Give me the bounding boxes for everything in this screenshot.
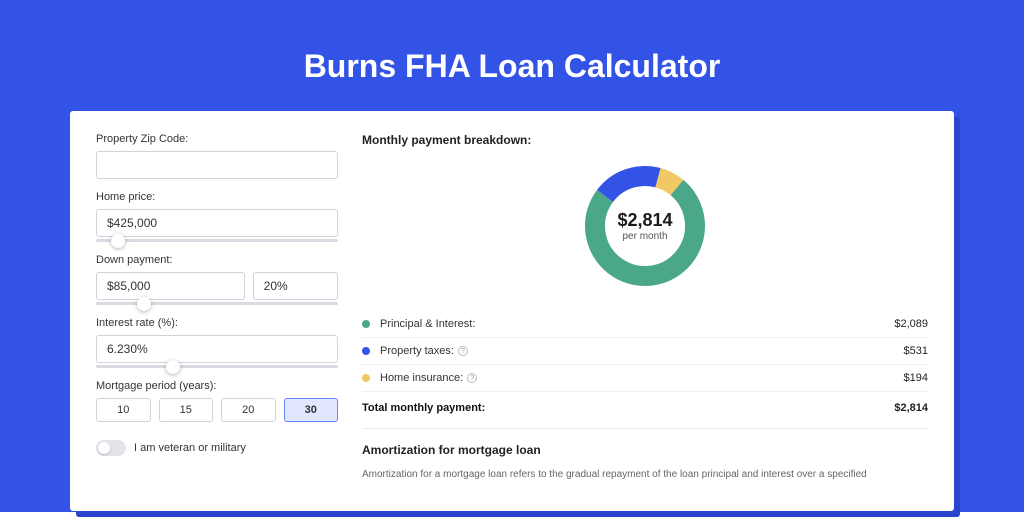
legend-dot	[362, 320, 370, 328]
home-price-slider[interactable]	[96, 239, 338, 242]
zip-label: Property Zip Code:	[96, 133, 338, 145]
interest-input[interactable]	[96, 335, 338, 363]
legend-dot	[362, 347, 370, 355]
breakdown-line-value: $531	[904, 345, 928, 357]
breakdown-line: Property taxes: ?$531	[362, 338, 928, 365]
calculator-panel: Property Zip Code: Home price: Down paym…	[70, 111, 954, 511]
period-buttons: 10 15 20 30	[96, 398, 338, 422]
info-icon[interactable]: ?	[467, 373, 477, 383]
breakdown-title: Monthly payment breakdown:	[362, 133, 928, 147]
down-payment-pct-input[interactable]	[253, 272, 338, 300]
period-btn-20[interactable]: 20	[221, 398, 276, 422]
breakdown-line-value: $194	[904, 372, 928, 384]
breakdown-line-value: $2,089	[894, 318, 928, 330]
donut-value: $2,814	[617, 210, 672, 231]
amortization-text: Amortization for a mortgage loan refers …	[362, 467, 928, 482]
total-row: Total monthly payment: $2,814	[362, 392, 928, 428]
amortization-section: Amortization for mortgage loan Amortizat…	[362, 428, 928, 482]
down-payment-slider-thumb[interactable]	[137, 297, 151, 311]
total-value: $2,814	[894, 402, 928, 414]
interest-group: Interest rate (%):	[96, 317, 338, 368]
down-payment-input[interactable]	[96, 272, 245, 300]
period-btn-30[interactable]: 30	[284, 398, 339, 422]
down-payment-slider[interactable]	[96, 302, 338, 305]
period-label: Mortgage period (years):	[96, 380, 338, 392]
zip-group: Property Zip Code:	[96, 133, 338, 179]
down-payment-label: Down payment:	[96, 254, 338, 266]
donut-sub: per month	[617, 231, 672, 242]
period-btn-10[interactable]: 10	[96, 398, 151, 422]
period-group: Mortgage period (years): 10 15 20 30	[96, 380, 338, 422]
donut-center: $2,814 per month	[617, 210, 672, 242]
page-title: Burns FHA Loan Calculator	[304, 48, 721, 85]
info-icon[interactable]: ?	[458, 346, 468, 356]
panel-wrap: Property Zip Code: Home price: Down paym…	[70, 111, 954, 511]
down-payment-group: Down payment:	[96, 254, 338, 305]
period-btn-15[interactable]: 15	[159, 398, 214, 422]
breakdown-line: Home insurance: ?$194	[362, 365, 928, 392]
interest-label: Interest rate (%):	[96, 317, 338, 329]
breakdown-lines: Principal & Interest:$2,089Property taxe…	[362, 311, 928, 392]
amortization-title: Amortization for mortgage loan	[362, 443, 928, 457]
breakdown-line-label: Property taxes: ?	[380, 345, 904, 357]
zip-input[interactable]	[96, 151, 338, 179]
outer-container: Burns FHA Loan Calculator Property Zip C…	[0, 0, 1024, 512]
breakdown-line-label: Principal & Interest:	[380, 318, 894, 330]
home-price-group: Home price:	[96, 191, 338, 242]
veteran-toggle-knob	[98, 442, 110, 454]
donut-seg-taxes	[605, 176, 658, 196]
donut-seg-insurance	[658, 178, 677, 188]
veteran-row: I am veteran or military	[96, 440, 338, 456]
home-price-slider-thumb[interactable]	[111, 234, 125, 248]
veteran-label: I am veteran or military	[134, 442, 246, 454]
donut-chart: $2,814 per month	[580, 161, 710, 291]
breakdown-column: Monthly payment breakdown: $2,814 per mo…	[362, 133, 928, 511]
home-price-label: Home price:	[96, 191, 338, 203]
total-label: Total monthly payment:	[362, 402, 894, 414]
form-column: Property Zip Code: Home price: Down paym…	[96, 133, 338, 511]
breakdown-line-label: Home insurance: ?	[380, 372, 904, 384]
interest-slider-thumb[interactable]	[166, 360, 180, 374]
interest-slider[interactable]	[96, 365, 338, 368]
donut-wrap: $2,814 per month	[362, 161, 928, 291]
legend-dot	[362, 374, 370, 382]
home-price-input[interactable]	[96, 209, 338, 237]
breakdown-line: Principal & Interest:$2,089	[362, 311, 928, 338]
veteran-toggle[interactable]	[96, 440, 126, 456]
